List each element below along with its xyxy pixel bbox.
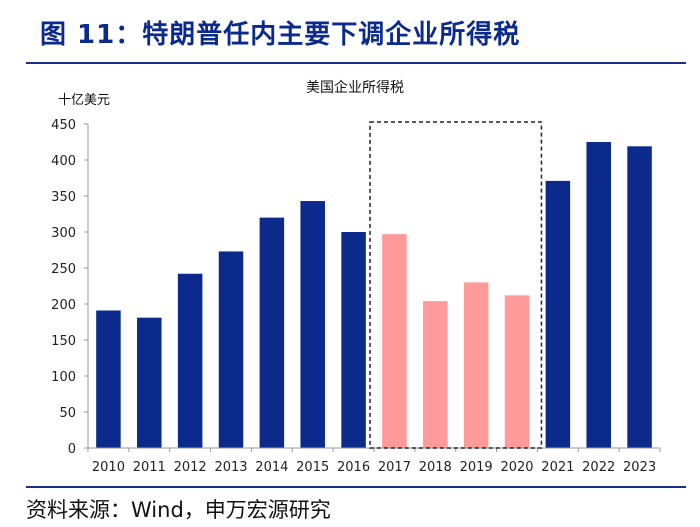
y-tick-label: 200 (51, 298, 76, 313)
title-rule (26, 62, 686, 64)
y-tick-label: 300 (51, 226, 76, 241)
bar-2019 (463, 282, 489, 448)
bar-2021 (545, 180, 571, 448)
y-axis-unit-label: 十亿美元 (58, 93, 110, 108)
bar-2012 (177, 273, 203, 448)
bar-2023 (627, 146, 652, 448)
x-tick-label-2013: 2013 (214, 460, 247, 475)
bar-2017 (382, 234, 407, 448)
bar-2011 (137, 317, 162, 448)
source-note: 资料来源：Wind，申万宏源研究 (26, 498, 331, 522)
y-tick-label: 350 (51, 190, 76, 205)
x-tick-label-2015: 2015 (296, 460, 329, 475)
x-tick-label-2012: 2012 (174, 460, 207, 475)
y-tick-label: 0 (68, 442, 76, 457)
x-tick-label-2019: 2019 (460, 460, 493, 475)
highlight-dashed-box (369, 121, 543, 449)
y-tick-label: 250 (51, 262, 76, 277)
x-tick-label-2023: 2023 (623, 460, 656, 475)
x-tick-label-2021: 2021 (541, 460, 574, 475)
x-tick-label-2022: 2022 (582, 460, 615, 475)
bar-2018 (423, 301, 448, 448)
source-rule (26, 486, 686, 488)
y-tick-label: 100 (51, 370, 76, 385)
y-tick-label: 450 (51, 118, 76, 133)
x-tick-label-2014: 2014 (255, 460, 288, 475)
x-tick-label-2018: 2018 (419, 460, 452, 475)
bar-2014 (259, 217, 285, 448)
x-tick-label-2010: 2010 (92, 460, 125, 475)
y-tick-label: 50 (59, 406, 76, 421)
bar-2022 (586, 142, 611, 448)
bar-chart: 美国企业所得税 十亿美元 0 50 100 150 200 250 300 350 400 450… (51, 79, 661, 475)
x-tick-label-2016: 2016 (337, 460, 370, 475)
bar-2020 (504, 295, 530, 448)
x-tick-label-2011: 2011 (133, 460, 166, 475)
figure-title: 图 11：特朗普任内主要下调企业所得税 (40, 20, 521, 50)
bar-2010 (96, 310, 121, 448)
bar-2016 (341, 232, 366, 448)
bar-2013 (218, 251, 244, 448)
bar-2015 (300, 201, 325, 448)
x-tick-label-2017: 2017 (378, 460, 411, 475)
chart-title: 美国企业所得税 (306, 79, 404, 96)
x-tick-label-2020: 2020 (500, 460, 533, 475)
y-tick-label: 150 (51, 334, 76, 349)
y-tick-label: 400 (51, 154, 76, 169)
